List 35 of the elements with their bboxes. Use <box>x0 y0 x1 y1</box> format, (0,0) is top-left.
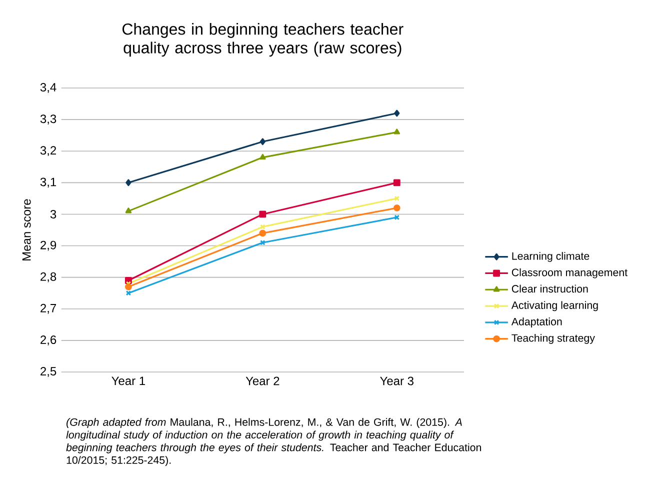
y-tick-label: 2,7 <box>40 304 56 314</box>
point <box>260 154 266 160</box>
text: (Graph adapted from Maulana, R., Helms-Lorenz, M., & Van de Grift, W. (2015). A longitudinal study of induction on the acceleration of growth in teaching quality of beginning teachers through the eyes of their students. Teacher and Teacher Education 10/2015; 51:225-245). <box>66 418 482 466</box>
x-tick-label: Year 3 <box>380 376 414 386</box>
point <box>259 210 266 218</box>
point <box>394 110 400 117</box>
y-tick-label: 2,6 <box>40 335 56 346</box>
x-tick-label: Year 1 <box>112 376 145 386</box>
y-tick-label: 2,9 <box>40 240 56 251</box>
point <box>394 128 400 134</box>
point <box>125 208 132 214</box>
legend-label: Learning climate <box>512 252 590 262</box>
y-tick-label: 3,2 <box>40 146 56 156</box>
legend-label: Adaptation <box>511 318 562 328</box>
point <box>393 204 400 212</box>
legend-label: Clear instruction <box>512 284 588 293</box>
y-tick-label: 2,8 <box>40 272 56 282</box>
point <box>259 230 266 237</box>
y-tick-label: 2,5 <box>40 367 56 377</box>
point <box>124 283 132 290</box>
point <box>260 138 266 146</box>
y-axis-title: Mean score <box>22 199 31 260</box>
point <box>126 179 132 186</box>
point <box>393 179 400 186</box>
y-tick-label: 3,1 <box>40 178 56 188</box>
y-tick-label: 3,3 <box>40 114 56 125</box>
point <box>260 224 266 230</box>
x-tick-label: Year 2 <box>246 376 280 386</box>
legend-label: Activating learning <box>511 301 598 312</box>
legend-label: Classroom management <box>512 268 628 278</box>
y-tick-label: 3 <box>50 210 56 218</box>
point <box>260 240 266 246</box>
y-tick-label: 3,4 <box>40 83 56 93</box>
legend-label: Teaching strategy <box>512 334 595 344</box>
chart-title: Changes in beginning teachers teacher quality across three years (raw scores) <box>122 23 404 57</box>
